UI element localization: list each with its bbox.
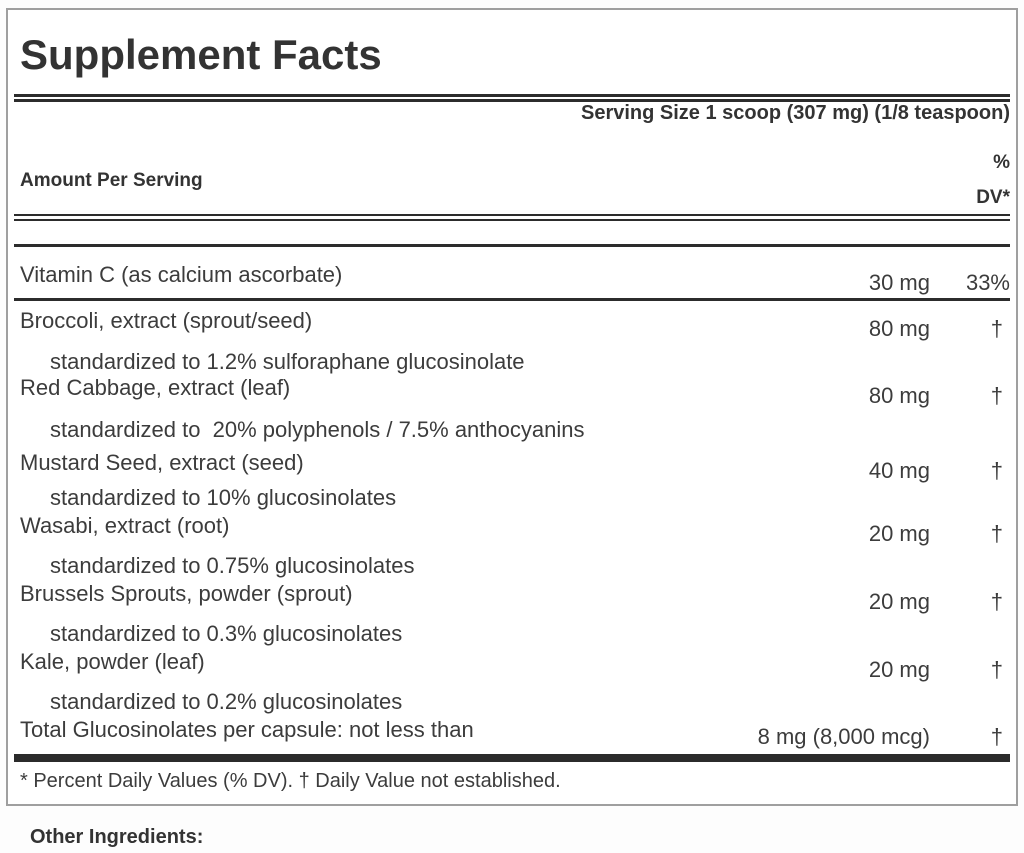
ingredient-name: Mustard Seed, extract (seed) <box>20 450 304 475</box>
ingredient-detail: standardized to 0.3% glucosinolates <box>50 621 403 646</box>
column-header-dv: DV* <box>976 187 1010 208</box>
ingredient-name: Broccoli, extract (sprout/seed) <box>20 308 313 333</box>
ingredient-dv: † <box>990 521 1003 546</box>
column-header-percent: % <box>993 152 1010 173</box>
header-divider-rule <box>14 214 1010 221</box>
ingredient-amount: 80 mg <box>868 316 930 341</box>
ingredient-detail: standardized to 1.2% sulforaphane glucos… <box>50 349 525 374</box>
ingredient-dv: 33% <box>965 270 1010 295</box>
ingredient-amount: 20 mg <box>868 589 930 614</box>
ingredient-name: Red Cabbage, extract (leaf) <box>20 375 291 400</box>
ingredient-amount: 20 mg <box>868 521 930 546</box>
other-ingredients-heading: Other Ingredients: <box>30 826 204 848</box>
ingredient-dv: † <box>990 724 1003 749</box>
ingredient-dv: † <box>990 316 1003 341</box>
title-divider-rule <box>14 94 1010 102</box>
ingredient-detail: standardized to 0.2% glucosinolates <box>50 689 403 714</box>
column-header-amount-per-serving: Amount Per Serving <box>20 170 203 191</box>
ingredient-dv: † <box>990 458 1003 483</box>
ingredient-name: Vitamin C (as calcium ascorbate) <box>20 262 343 287</box>
ingredient-name: Kale, powder (leaf) <box>20 649 205 674</box>
daily-value-footnote: * Percent Daily Values (% DV). † Daily V… <box>20 770 561 792</box>
ingredient-detail: standardized to 0.75% glucosinolates <box>50 553 415 578</box>
panel-title: Supplement Facts <box>20 31 382 78</box>
ingredient-amount: 30 mg <box>868 270 930 295</box>
supplement-facts-panel: Supplement Facts Serving Size 1 scoop (3… <box>6 8 1018 806</box>
ingredient-dv: † <box>990 589 1003 614</box>
ingredient-detail: standardized to 10% glucosinolates <box>50 485 397 510</box>
ingredient-dv: † <box>990 657 1003 682</box>
pre-rows-divider-rule <box>14 244 1010 247</box>
ingredient-amount: 80 mg <box>868 383 930 408</box>
footnote-divider-rule <box>14 754 1010 762</box>
ingredient-amount: 8 mg (8,000 mcg) <box>757 724 930 749</box>
ingredient-amount: 40 mg <box>868 458 930 483</box>
vitamin-c-divider-rule <box>14 298 1010 301</box>
ingredient-amount: 20 mg <box>868 657 930 682</box>
ingredient-name: Brussels Sprouts, powder (sprout) <box>20 581 353 606</box>
ingredient-dv: † <box>990 383 1003 408</box>
ingredient-name: Total Glucosinolates per capsule: not le… <box>20 717 474 742</box>
serving-size-text: Serving Size 1 scoop (307 mg) (1/8 teasp… <box>580 102 1010 124</box>
ingredient-name: Wasabi, extract (root) <box>20 513 230 538</box>
ingredient-detail: standardized to 20% polyphenols / 7.5% a… <box>50 417 585 442</box>
